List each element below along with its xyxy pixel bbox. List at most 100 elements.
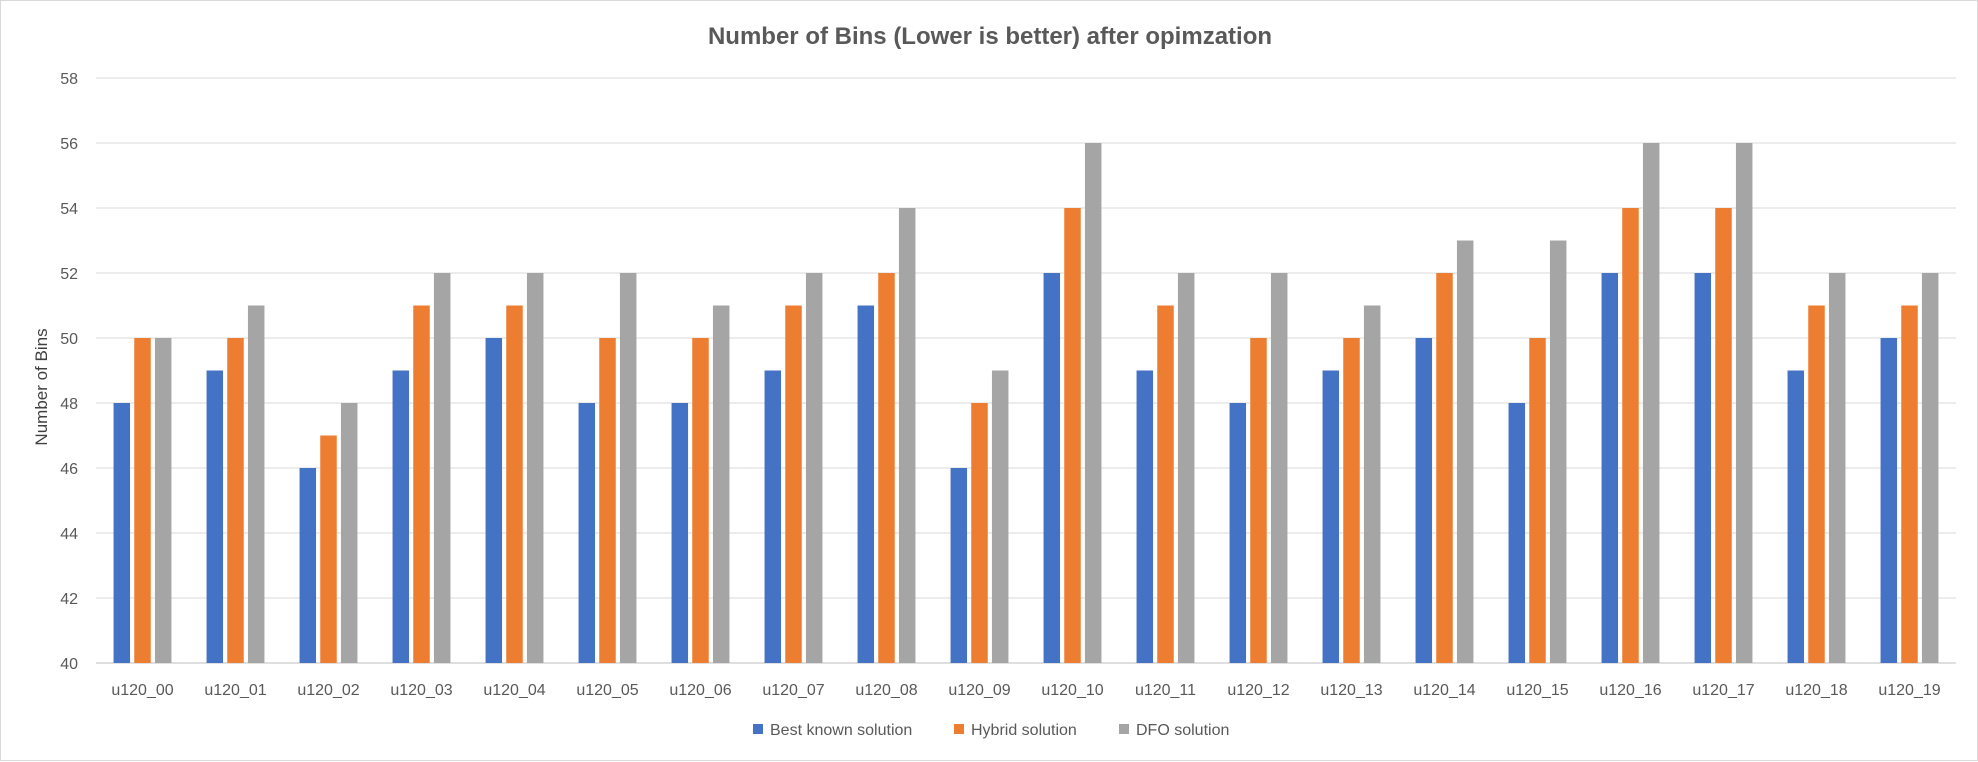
x-tick-label: u120_03 (390, 682, 452, 699)
bar (1436, 273, 1453, 663)
bar (785, 305, 802, 663)
bar (1415, 338, 1433, 663)
bar (1456, 240, 1474, 663)
bar (340, 403, 358, 663)
bar (206, 370, 224, 663)
gridlines (96, 77, 1956, 664)
bar (712, 305, 730, 663)
bar (599, 338, 616, 663)
bar (1735, 143, 1753, 663)
bar (1880, 338, 1898, 663)
bar (320, 435, 337, 663)
chart-title: Number of Bins (Lower is better) after o… (708, 23, 1272, 50)
x-tick-label: u120_13 (1320, 682, 1382, 699)
y-tick-label: 40 (60, 656, 78, 673)
y-axis-title: Number of Bins (32, 328, 51, 445)
y-tick-label: 48 (60, 396, 78, 413)
bar (1808, 305, 1825, 663)
bar (1642, 143, 1660, 663)
y-tick-label: 54 (60, 201, 78, 218)
bar (878, 273, 895, 663)
bar (134, 338, 151, 663)
bar (392, 370, 410, 663)
x-tick-label: u120_01 (204, 682, 266, 699)
bar (1064, 208, 1081, 663)
bar (113, 403, 131, 663)
y-tick-label: 46 (60, 461, 78, 478)
bar (526, 273, 544, 663)
bar (506, 305, 523, 663)
bar (898, 208, 916, 663)
legend-swatch (753, 724, 763, 734)
x-tick-label: u120_07 (762, 682, 824, 699)
x-tick-label: u120_09 (948, 682, 1010, 699)
bar (1828, 273, 1846, 663)
bar (692, 338, 709, 663)
bar (671, 403, 689, 663)
x-tick-label: u120_11 (1135, 682, 1196, 699)
x-tick-label: u120_19 (1878, 682, 1940, 699)
bar (485, 338, 503, 663)
legend-label: Hybrid solution (971, 722, 1077, 739)
x-tick-label: u120_15 (1506, 682, 1568, 699)
y-axis-ticks: 40 42 44 46 48 50 52 54 56 58 (60, 71, 78, 673)
legend-label: Best known solution (770, 722, 912, 739)
bar (764, 370, 782, 663)
bar (1694, 273, 1712, 663)
bar (950, 468, 968, 663)
x-tick-label: u120_00 (111, 682, 173, 699)
bar (1322, 370, 1340, 663)
bar (247, 305, 265, 663)
bar (1229, 403, 1247, 663)
bar (1157, 305, 1174, 663)
bar (1136, 370, 1154, 663)
bar (1549, 240, 1567, 663)
x-tick-label: u120_04 (483, 682, 545, 699)
y-tick-label: 58 (60, 71, 78, 88)
bar (413, 305, 430, 663)
y-tick-label: 50 (60, 331, 78, 348)
bar (1343, 338, 1360, 663)
bar (433, 273, 451, 663)
bar (1622, 208, 1639, 663)
y-tick-label: 44 (60, 526, 78, 543)
x-tick-label: u120_12 (1227, 682, 1289, 699)
bar (1270, 273, 1288, 663)
x-tick-label: u120_18 (1785, 682, 1847, 699)
bar (227, 338, 244, 663)
legend: Best known solution Hybrid solution DFO so… (753, 722, 1229, 739)
bar (619, 273, 637, 663)
bar (578, 403, 596, 663)
y-tick-label: 42 (60, 591, 78, 608)
bar (805, 273, 823, 663)
x-tick-label: u120_08 (855, 682, 917, 699)
bar (1177, 273, 1195, 663)
bar (857, 305, 875, 663)
bar (1921, 273, 1939, 663)
bar (1084, 143, 1102, 663)
bar (1787, 370, 1805, 663)
x-tick-label: u120_05 (576, 682, 638, 699)
x-tick-label: u120_17 (1692, 682, 1754, 699)
y-tick-label: 56 (60, 136, 78, 153)
bar (1715, 208, 1732, 663)
bar (154, 338, 172, 663)
legend-swatch (954, 724, 964, 734)
legend-label: DFO solution (1136, 722, 1229, 739)
legend-swatch (1119, 724, 1129, 734)
bar (971, 403, 988, 663)
x-tick-label: u120_16 (1599, 682, 1661, 699)
x-tick-label: u120_10 (1041, 682, 1103, 699)
bar (1901, 305, 1918, 663)
bar (1043, 273, 1061, 663)
bar (1529, 338, 1546, 663)
bar (299, 468, 317, 663)
y-tick-label: 52 (60, 266, 78, 283)
bar (1601, 273, 1619, 663)
x-axis-ticks: u120_00 u120_01 u120_02 u120_03 u120_04 u120_… (111, 682, 1940, 699)
x-tick-label: u120_14 (1413, 682, 1475, 699)
bar (1250, 338, 1267, 663)
x-tick-label: u120_06 (669, 682, 731, 699)
